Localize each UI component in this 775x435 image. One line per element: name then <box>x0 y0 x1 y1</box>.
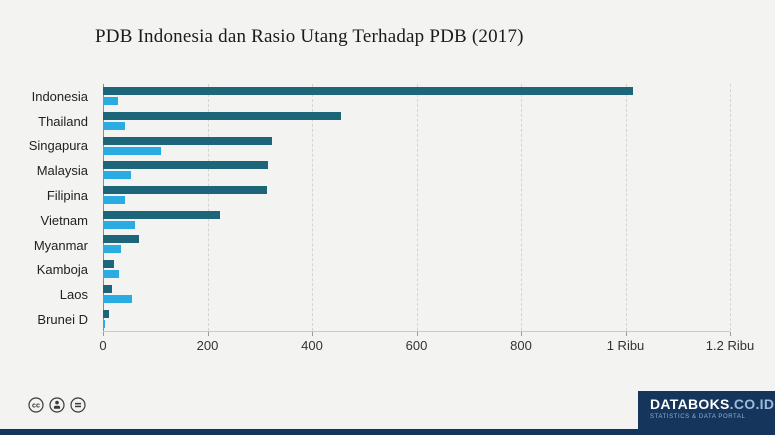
brand-tagline: STATISTICS & DATA PORTAL <box>650 414 746 420</box>
plot-area <box>103 84 731 336</box>
bar-rasio-utang-terhadap-pdb <box>103 245 122 254</box>
bar-group-vietnam <box>103 210 730 229</box>
x-axis-label: 0 <box>99 338 107 353</box>
x-axis-label: 800 <box>510 338 532 353</box>
bar-pdb <box>103 235 140 244</box>
bar-pdb <box>103 161 268 170</box>
y-axis-label: Thailand <box>38 113 88 129</box>
bar-pdb <box>103 284 112 293</box>
y-axis-labels: Indonesia Thailand Singapura Malaysia Filipi… <box>0 84 96 332</box>
bar-pdb <box>103 112 341 121</box>
bar-rasio-utang-terhadap-pdb <box>103 146 161 155</box>
zero-axis-line <box>103 84 104 331</box>
bar-group-singapura <box>103 136 730 155</box>
bar-pdb <box>103 186 268 195</box>
tick-mark <box>207 332 209 336</box>
attribution-icon <box>49 397 65 413</box>
y-axis-label: Indonesia <box>31 88 88 104</box>
y-axis-label: Kamboja <box>36 262 88 278</box>
bar-group-myanmar <box>103 235 730 254</box>
gridline <box>730 84 731 331</box>
y-axis-label: Singapura <box>28 138 88 154</box>
y-axis-label: Filipina <box>46 188 88 204</box>
bar-group-brunei-d <box>103 309 730 328</box>
cc-icon: cc <box>28 397 44 413</box>
bar-pdb <box>103 87 634 96</box>
bar-rasio-utang-terhadap-pdb <box>103 270 119 279</box>
x-axis-label: 1.2 Ribu <box>705 338 755 353</box>
brand-name: DATABOKS <box>650 396 730 412</box>
x-axis-labels: 0 200 400 600 800 1 Ribu 1.2 Ribu <box>99 338 754 354</box>
tick-mark <box>521 332 522 336</box>
y-axis-label: Vietnam <box>40 212 88 228</box>
bar-group-filipina <box>103 186 730 205</box>
bar-pdb <box>103 210 221 219</box>
chart-title: PDB Indonesia dan Rasio Utang Terhadap P… <box>95 26 524 47</box>
gridline <box>416 84 418 331</box>
bar-rasio-utang-terhadap-pdb <box>103 97 119 106</box>
tick-mark <box>625 332 627 336</box>
gridline <box>521 84 522 331</box>
bar-group-laos <box>103 284 730 303</box>
tick-mark <box>730 332 731 336</box>
x-axis-label: 1 Ribu <box>606 338 645 353</box>
bar-rasio-utang-terhadap-pdb <box>103 196 125 205</box>
y-axis-label: Myanmar <box>33 237 88 253</box>
brand-wordmark: DATABOKS.CO.ID <box>650 396 774 412</box>
gridline <box>207 84 209 331</box>
bar-pdb <box>103 136 273 145</box>
svg-text:cc: cc <box>32 401 40 410</box>
equal-icon <box>70 397 86 413</box>
bar-group-kamboja <box>103 260 730 279</box>
x-axis-label: 600 <box>405 338 428 353</box>
bar-rasio-utang-terhadap-pdb <box>103 294 132 303</box>
bar-group-indonesia <box>103 87 730 106</box>
y-axis-label: Malaysia <box>36 163 88 179</box>
bar-rasio-utang-terhadap-pdb <box>103 220 135 229</box>
x-axis-label: 200 <box>196 338 219 353</box>
bar-group-malaysia <box>103 161 730 180</box>
tick-mark <box>312 332 313 336</box>
bar-rasio-utang-terhadap-pdb <box>103 319 105 328</box>
bar-pdb <box>103 309 110 318</box>
bar-pdb <box>103 260 115 269</box>
gridlines <box>103 84 731 336</box>
bar-rasio-utang-terhadap-pdb <box>103 122 125 131</box>
gridline <box>625 84 627 331</box>
brand-domain: .CO.ID <box>729 396 775 412</box>
bar-rasio-utang-terhadap-pdb <box>103 171 132 180</box>
y-axis-label: Laos <box>59 287 88 303</box>
y-axis-label: Brunei D <box>37 312 88 328</box>
bar-rows <box>103 84 730 331</box>
databoks-logo: DATABOKS.CO.ID STATISTICS & DATA PORTAL <box>638 391 775 429</box>
x-axis-label: 400 <box>301 338 323 353</box>
bar-group-thailand <box>103 112 730 131</box>
tick-mark <box>103 332 104 336</box>
footer-strip <box>0 429 775 435</box>
tick-mark <box>416 332 418 336</box>
license-icons: cc <box>28 397 86 413</box>
gridline <box>312 84 313 331</box>
